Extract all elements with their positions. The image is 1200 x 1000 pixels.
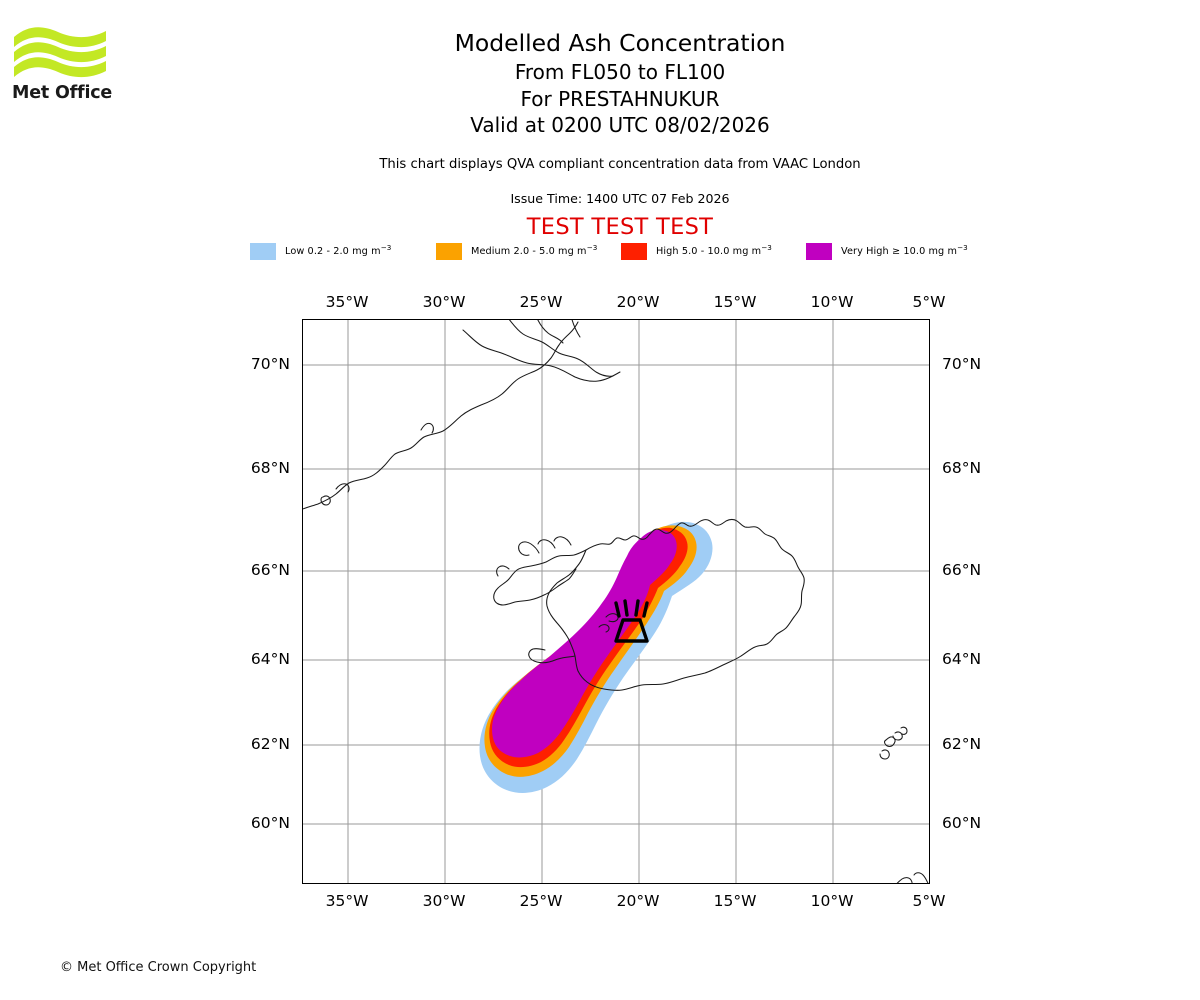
tick-left-70°N: 70°N (250, 355, 290, 373)
tick-right-68°N: 68°N (942, 459, 982, 477)
title-line-volcano: For PRESTAHNUKUR (520, 86, 720, 111)
coastline-faroe-islands (883, 736, 896, 748)
tick-bottom-35°W: 35°W (325, 892, 369, 910)
tick-right-66°N: 66°N (942, 561, 982, 579)
map-frame (302, 319, 930, 884)
tick-top-15°W: 15°W (713, 293, 757, 311)
page-title: Modelled Ash Concentration From FL050 to… (220, 28, 1020, 139)
map-plot (302, 319, 930, 884)
legend-swatch-very-high (806, 242, 832, 260)
coastline-greenland-inlet-a (537, 320, 564, 344)
coastline-greenland-north (462, 329, 621, 382)
coastline-greenland-notch-1 (335, 483, 350, 493)
coastline-iceland-wf-finger-1 (518, 541, 540, 556)
coastline-faroe-islands-4 (900, 726, 908, 735)
met-office-waves-icon (14, 27, 106, 78)
title-line-main: Modelled Ash Concentration (454, 29, 786, 57)
concentration-legend: Low 0.2 - 2.0 mg m−3 Medium 2.0 - 5.0 mg … (250, 241, 990, 261)
tick-bottom-20°W: 20°W (616, 892, 660, 910)
tick-left-64°N: 64°N (250, 650, 290, 668)
tick-left-62°N: 62°N (250, 735, 290, 753)
legend-label-low: Low 0.2 - 2.0 mg m−3 (285, 242, 392, 257)
coastline-greenland-islet (320, 495, 331, 506)
tick-top-20°W: 20°W (616, 293, 660, 311)
legend-label-very-high: Very High ≥ 10.0 mg m−3 (841, 242, 968, 257)
coastline-greenland-fjords (508, 320, 614, 377)
volcano-icon (614, 599, 649, 643)
tick-top-25°W: 25°W (519, 293, 563, 311)
coastline-iceland-inland-feature-2 (598, 624, 610, 633)
coastline-iceland (546, 518, 805, 691)
qva-compliance-note: This chart displays QVA compliant concen… (379, 157, 861, 172)
legend-entry-very-high: Very High ≥ 10.0 mg m−3 (806, 241, 968, 261)
tick-left-66°N: 66°N (250, 561, 290, 579)
coastline-faroe-islands-2 (892, 731, 903, 741)
tick-top-10°W: 10°W (810, 293, 854, 311)
graticule (303, 320, 929, 883)
tick-right-70°N: 70°N (942, 355, 982, 373)
tick-top-35°W: 35°W (325, 293, 369, 311)
coastline-faroe-islands-3 (879, 749, 890, 760)
title-line-flight-levels: From FL050 to FL100 (514, 60, 726, 84)
title-line-valid-at: Valid at 0200 UTC 08/02/2026 (470, 113, 770, 137)
tick-left-60°N: 60°N (250, 814, 290, 832)
legend-entry-medium: Medium 2.0 - 5.0 mg m−3 (436, 241, 597, 261)
coastline-iceland-wf-bay (496, 565, 510, 577)
coastline-shetland (896, 877, 913, 883)
map-canvas (303, 320, 929, 883)
legend-label-medium: Medium 2.0 - 5.0 mg m−3 (471, 242, 598, 257)
tick-right-64°N: 64°N (942, 650, 982, 668)
coastline-iceland-wf-finger-3 (553, 536, 572, 546)
ash-contour-very-high (492, 529, 677, 758)
coastline-greenland-inlet-b (571, 320, 581, 338)
issue-time-label: Issue Time: 1400 UTC 07 Feb 2026 (510, 191, 730, 206)
ash-concentration-plume (479, 521, 713, 793)
tick-bottom-15°W: 15°W (713, 892, 757, 910)
legend-swatch-medium (436, 242, 462, 260)
tick-bottom-10°W: 10°W (810, 892, 854, 910)
tick-bottom-5°W: 5°W (912, 892, 946, 910)
coastline-greenland-notch-2 (420, 422, 434, 434)
coastline-iceland-westfjords (493, 549, 587, 606)
tick-top-30°W: 30°W (422, 293, 466, 311)
tick-left-68°N: 68°N (250, 459, 290, 477)
copyright-notice: © Met Office Crown Copyright (60, 960, 257, 975)
legend-entry-high: High 5.0 - 10.0 mg m−3 (621, 241, 772, 261)
coastline-scotland-north (913, 872, 929, 883)
tick-top-5°W: 5°W (912, 293, 946, 311)
tick-right-62°N: 62°N (942, 735, 982, 753)
legend-entry-low: Low 0.2 - 2.0 mg m−3 (250, 241, 391, 261)
tick-bottom-30°W: 30°W (422, 892, 466, 910)
coastline-iceland-reykjanes (528, 648, 576, 664)
test-banner: TEST TEST TEST (526, 214, 714, 240)
coastline-iceland-wf-finger-2 (537, 539, 556, 549)
legend-swatch-low (250, 242, 276, 260)
tick-right-60°N: 60°N (942, 814, 982, 832)
legend-swatch-high (621, 242, 647, 260)
met-office-wordmark: Met Office (12, 83, 113, 103)
met-office-logo: Met Office (12, 24, 132, 114)
coastline-greenland (303, 321, 579, 510)
coastlines (303, 320, 929, 883)
tick-bottom-25°W: 25°W (519, 892, 563, 910)
legend-label-high: High 5.0 - 10.0 mg m−3 (656, 242, 772, 257)
